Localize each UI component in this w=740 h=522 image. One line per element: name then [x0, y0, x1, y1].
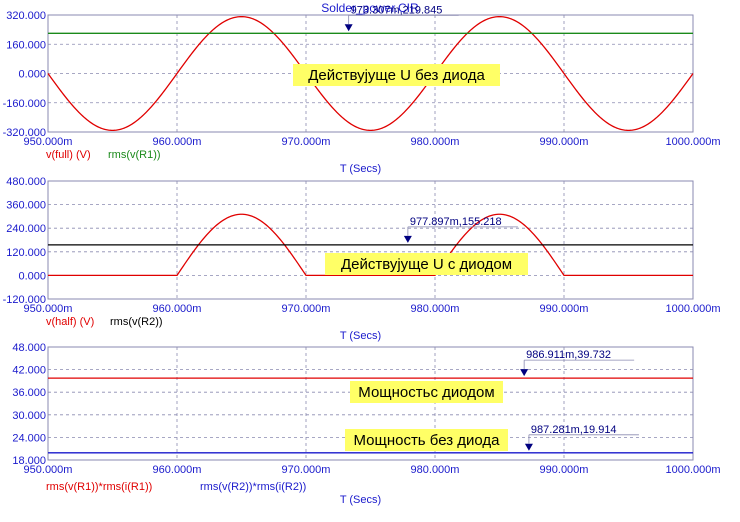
annotation-box: [325, 253, 528, 275]
x-tick-label: 990.000m: [540, 303, 589, 315]
y-tick-label: 36.000: [12, 387, 46, 399]
y-tick-label: -320.000: [3, 127, 46, 139]
legend-entry: rms(v(R2)): [110, 316, 163, 328]
x-axis-label: T (Secs): [340, 494, 381, 506]
plot-frame: [47, 346, 694, 461]
annotation-box: [350, 381, 503, 403]
chart-panel-1: 320.000 160.000 0.000 -160.000 -320.000950.0…: [3, 4, 721, 175]
cursor-readout: 977.897m,155.218: [410, 216, 502, 228]
x-tick-label: 980.000m: [411, 464, 460, 476]
x-tick-label: 980.000m: [411, 303, 460, 315]
plot-frame: [47, 180, 694, 300]
annotation-box: [345, 429, 508, 451]
series-line-1: [48, 213, 693, 277]
y-tick-label: 42.000: [12, 365, 46, 377]
x-tick-label: 950.000m: [24, 303, 73, 315]
series-line-1: [47, 15, 694, 132]
x-tick-label: 970.000m: [282, 464, 331, 476]
cursor-readout: 987.281m,19.914: [531, 424, 617, 436]
x-tick-label: 970.000m: [282, 136, 331, 148]
annotation-text: Действујуще U без диода: [308, 67, 485, 84]
chart-panel-2: 480.000 360.000 240.000 120.000 0.000 -120.00…: [3, 176, 721, 342]
y-tick-label: -160.000: [3, 98, 46, 110]
cursor-marker: [524, 443, 533, 451]
y-tick-label: 18.000: [12, 455, 46, 467]
x-tick-label: 960.000m: [153, 136, 202, 148]
window-title: Solder_power.CIR: [321, 1, 419, 15]
y-tick-label: 480.000: [6, 176, 46, 188]
y-tick-label: 360.000: [6, 200, 46, 212]
y-tick-label: 240.000: [6, 223, 46, 235]
annotation-text: Мощностьс диодом: [358, 384, 494, 401]
cursor-marker: [344, 24, 353, 32]
y-tick-label: 0.000: [18, 270, 46, 282]
cursor-readout: 973.307m,219.845: [351, 4, 443, 16]
y-tick-label: 0.000: [18, 69, 46, 81]
x-tick-label: 970.000m: [282, 303, 331, 315]
x-tick-label: 1000.000m: [665, 464, 720, 476]
x-tick-label: 960.000m: [153, 464, 202, 476]
legend-entry: rms(v(R1)): [108, 149, 161, 161]
x-tick-label: 960.000m: [153, 303, 202, 315]
cursor-marker: [403, 235, 412, 243]
y-tick-label: 24.000: [12, 432, 46, 444]
x-tick-label: 990.000m: [540, 464, 589, 476]
cursor-marker: [520, 369, 529, 377]
x-tick-label: 950.000m: [24, 136, 73, 148]
x-axis-label: T (Secs): [340, 163, 381, 175]
legend-entry: v(half) (V): [46, 316, 94, 328]
x-axis-label: T (Secs): [340, 330, 381, 342]
y-tick-label: 48.000: [12, 342, 46, 354]
cursor-readout: 986.911m,39.732: [526, 349, 611, 361]
annotation-text: Мощность без диода: [353, 432, 500, 449]
y-tick-label: 120.000: [6, 247, 46, 259]
y-tick-label: 160.000: [6, 39, 46, 51]
y-tick-label: 30.000: [12, 410, 46, 422]
y-tick-label: 320.000: [6, 10, 46, 22]
legend-entry: rms(v(R2))*rms(i(R2)): [200, 481, 306, 493]
x-tick-label: 1000.000m: [665, 303, 720, 315]
annotation-text: Действујуще U с диодом: [341, 256, 512, 273]
annotation-box: [293, 64, 500, 86]
x-tick-label: 990.000m: [540, 136, 589, 148]
x-tick-label: 980.000m: [411, 136, 460, 148]
y-tick-label: -120.000: [3, 294, 46, 306]
legend-entry: v(full) (V): [46, 149, 91, 161]
legend-entry: rms(v(R1))*rms(i(R1)): [46, 481, 152, 493]
chart-panel-3: 48.000 42.000 36.000 30.000 24.000 18.000950.…: [12, 342, 720, 506]
x-tick-label: 1000.000m: [665, 136, 720, 148]
x-tick-label: 950.000m: [24, 464, 73, 476]
